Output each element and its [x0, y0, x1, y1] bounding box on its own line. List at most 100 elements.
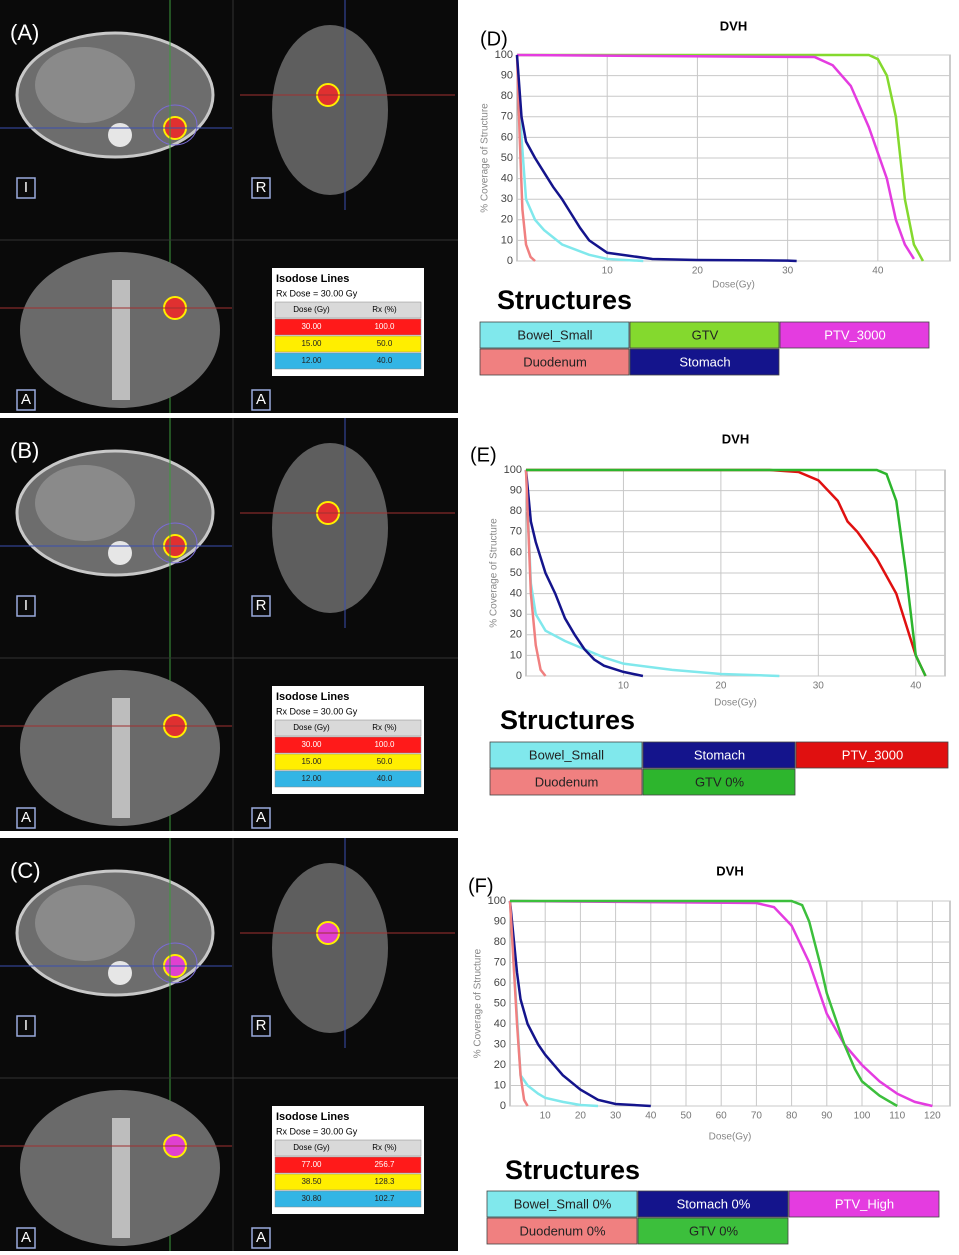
y-tick-label: 40 [501, 173, 513, 185]
y-tick-label: 10 [501, 234, 513, 246]
isodose-header-cell: Rx (%) [372, 305, 397, 314]
legend-label: Stomach [694, 747, 745, 762]
x-tick-label: 20 [575, 1111, 587, 1122]
chart-title: DVH [720, 18, 747, 33]
spine [112, 1118, 130, 1238]
isodose-cell: 40.0 [377, 356, 393, 365]
orientation-label: I [24, 1017, 28, 1034]
y-tick-label: 80 [510, 505, 522, 517]
legend-label: Bowel_Small [517, 327, 592, 342]
x-tick-label: 120 [924, 1111, 941, 1122]
y-tick-label: 90 [501, 70, 513, 82]
x-tick-label: 70 [751, 1111, 763, 1122]
y-tick-label: 20 [510, 629, 522, 641]
y-tick-label: 100 [495, 49, 513, 61]
isodose-cell: 12.00 [301, 356, 322, 365]
isodose-cell: 12.00 [301, 774, 322, 783]
y-tick-label: 30 [510, 608, 522, 620]
y-tick-label: 100 [504, 464, 522, 476]
x-tick-label: 40 [910, 681, 922, 692]
orientation-label: I [24, 179, 28, 196]
isodose-header-cell: Rx (%) [372, 723, 397, 732]
legend-label: Stomach 0% [677, 1196, 751, 1211]
spine [108, 961, 132, 985]
orientation-label: I [24, 597, 28, 614]
chart-title: DVH [722, 431, 749, 446]
liver [35, 47, 135, 123]
liver [35, 885, 135, 961]
spine [112, 698, 130, 818]
y-tick-label: 30 [494, 1038, 506, 1050]
isodose-header-cell: Dose (Gy) [293, 723, 330, 732]
isodose-title: Isodose Lines [276, 273, 349, 285]
orientation-label: A [21, 391, 31, 408]
isodose-row [275, 1174, 421, 1190]
x-tick-label: 110 [889, 1111, 905, 1122]
isodose-cell: 30.80 [301, 1194, 322, 1203]
y-tick-label: 0 [500, 1100, 506, 1112]
legend-label: GTV 0% [689, 1223, 739, 1238]
panel-label: (C) [10, 858, 41, 883]
orientation-label: R [256, 179, 267, 196]
isodose-row [275, 319, 421, 335]
sagittal-body [272, 25, 388, 195]
legend-label: Duodenum [523, 354, 587, 369]
x-tick-label: 10 [618, 681, 630, 692]
orientation-label: A [256, 391, 266, 408]
legend-title: Structures [500, 705, 635, 735]
legend-label: Duodenum [535, 774, 599, 789]
y-tick-label: 100 [488, 895, 506, 907]
orientation-label: R [256, 597, 267, 614]
legend-label: PTV_3000 [824, 327, 885, 342]
isodose-cell: 30.00 [301, 322, 322, 331]
isodose-header-cell: Rx (%) [372, 1143, 397, 1152]
isodose-row [275, 1157, 421, 1173]
y-axis-label: % Coverage of Structure [489, 518, 500, 628]
y-tick-label: 20 [494, 1059, 506, 1071]
isodose-row [275, 771, 421, 787]
sagittal-body [272, 863, 388, 1033]
spine [112, 280, 130, 400]
legend-title: Structures [505, 1155, 640, 1185]
isodose-row [275, 737, 421, 753]
x-tick-label: 20 [715, 681, 727, 692]
x-tick-label: 20 [692, 266, 704, 277]
spine [108, 123, 132, 147]
isodose-cell: 100.0 [374, 740, 395, 749]
y-tick-label: 10 [510, 649, 522, 661]
isodose-rx: Rx Dose = 30.00 Gy [276, 288, 358, 298]
x-tick-label: 40 [872, 266, 884, 277]
isodose-row [275, 353, 421, 369]
y-tick-label: 60 [494, 977, 506, 989]
legend-title: Structures [497, 285, 632, 315]
orientation-label: R [256, 1017, 267, 1034]
y-tick-label: 70 [510, 526, 522, 538]
legend-label: PTV_High [835, 1196, 894, 1211]
isodose-cell: 30.00 [301, 740, 322, 749]
orientation-label: A [21, 1229, 31, 1246]
sagittal-body [272, 443, 388, 613]
legend-label: GTV [692, 327, 719, 342]
y-tick-label: 90 [510, 485, 522, 497]
x-tick-label: 30 [782, 266, 794, 277]
chart-title: DVH [716, 863, 743, 878]
x-tick-label: 60 [716, 1111, 728, 1122]
isodose-cell: 50.0 [377, 757, 393, 766]
y-tick-label: 10 [494, 1079, 506, 1091]
isodose-cell: 38.50 [301, 1177, 322, 1186]
y-tick-label: 50 [510, 567, 522, 579]
orientation-label: A [21, 809, 31, 826]
y-tick-label: 80 [494, 936, 506, 948]
x-tick-label: 100 [854, 1111, 871, 1122]
orientation-label: A [256, 1229, 266, 1246]
x-tick-label: 10 [540, 1111, 552, 1122]
isodose-rx: Rx Dose = 30.00 Gy [276, 706, 358, 716]
isodose-cell: 15.00 [301, 339, 322, 348]
isodose-row [275, 336, 421, 352]
legend-label: Stomach [679, 354, 730, 369]
legend-label: Bowel_Small 0% [514, 1196, 612, 1211]
isodose-cell: 256.7 [374, 1160, 395, 1169]
y-axis-label: % Coverage of Structure [480, 103, 491, 213]
y-tick-label: 70 [494, 956, 506, 968]
isodose-cell: 50.0 [377, 339, 393, 348]
